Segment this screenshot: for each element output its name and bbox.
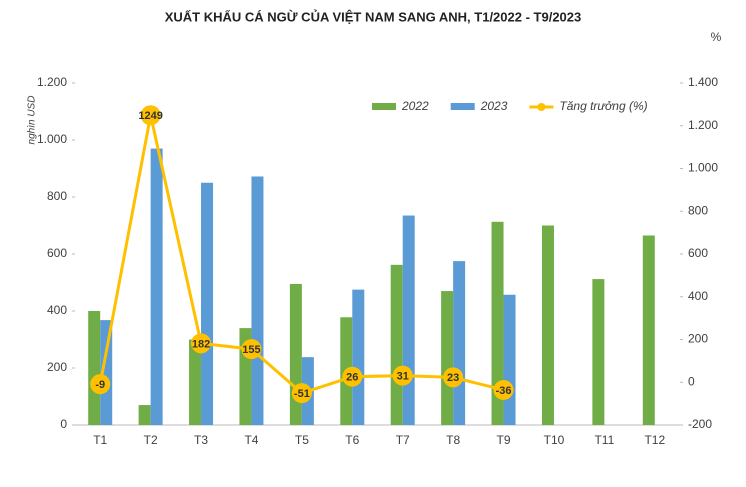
x-tick-label: T5 [295,433,309,447]
bar [138,405,151,425]
y2-tick-label: 1.200 [688,118,718,132]
marker [443,367,464,388]
bar [592,279,605,425]
data-label: 155 [242,344,260,356]
marker [90,374,111,395]
y-tick-label: 600 [47,246,67,260]
data-label: -9 [95,379,105,391]
marker [191,333,212,354]
data-label: 182 [192,338,210,350]
x-tick-label: T11 [594,433,614,447]
y2-tick-label: 1.400 [688,75,718,89]
y2-tick-label: -200 [688,417,712,431]
marker [493,379,514,400]
bar [251,176,264,425]
legend-swatch [537,103,546,111]
x-tick-label: T9 [497,433,511,447]
x-tick-label: T1 [93,433,107,447]
data-label: 26 [346,372,358,384]
bar [352,289,365,425]
data-label: -51 [294,388,310,400]
chart-title: XUẤT KHẨU CÁ NGỪ CỦA VIỆT NAM SANG ANH, … [165,9,582,24]
marker [291,383,312,404]
legend-label: Tăng trưởng (%) [559,99,647,113]
x-tick-label: T7 [396,433,410,447]
marker [342,366,363,387]
x-tick-label: T3 [194,433,208,447]
x-tick-label: T4 [244,433,258,447]
marker [392,365,413,386]
y2-axis-label: % [711,30,722,44]
y2-tick-label: 1.000 [688,161,718,175]
y2-tick-label: 0 [688,374,695,388]
y2-tick-label: 800 [688,203,708,217]
legend-swatch [450,103,475,110]
bar [189,339,202,425]
marker [140,105,161,126]
y-tick-label: 1.200 [37,75,67,89]
bar [390,264,403,425]
y2-tick-label: 600 [688,246,708,260]
y-tick-label: 200 [47,360,67,374]
legend-label: 2022 [401,99,429,113]
x-tick-label: T6 [345,433,359,447]
bar [201,182,214,425]
data-label: -36 [496,385,512,397]
bar [491,221,504,425]
y-tick-label: 0 [60,417,67,431]
x-tick-label: T2 [144,433,158,447]
bar [402,215,415,425]
bar [441,291,454,425]
bar [289,283,302,425]
bar [100,320,113,425]
x-tick-label: T12 [644,433,665,447]
legend-swatch [372,103,396,110]
y-tick-label: 400 [47,303,67,317]
bar [150,148,163,426]
y2-tick-label: 200 [688,332,708,346]
bar [503,294,516,425]
x-tick-label: T10 [544,433,565,447]
y-tick-label: 1.000 [37,132,67,146]
bar [541,225,554,425]
data-label: 1249 [138,110,162,122]
x-tick-label: T8 [446,433,460,447]
bar [453,261,466,425]
y2-tick-label: 400 [688,289,708,303]
bar [88,311,101,425]
data-label: 31 [397,371,409,383]
marker [241,339,262,360]
y-tick-label: 800 [47,189,67,203]
data-label: 23 [447,372,459,384]
legend-label: 2023 [480,99,508,113]
y-axis-label: nghìn USD [27,96,38,145]
bar [642,235,655,425]
